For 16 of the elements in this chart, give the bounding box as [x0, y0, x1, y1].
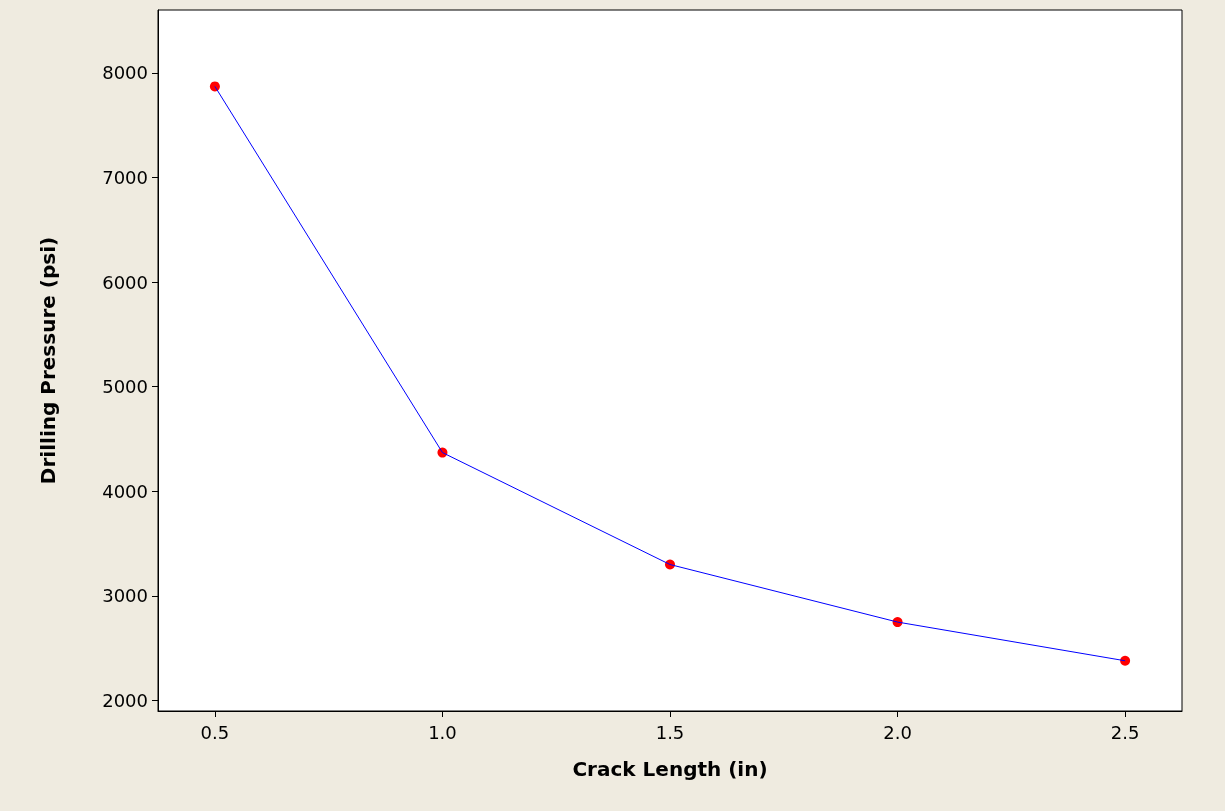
- y-tick-label: 5000: [102, 376, 148, 398]
- point: [209, 81, 220, 92]
- x-tick-label: 2.5: [1110, 721, 1140, 743]
- x-tick-label: 1.0: [428, 721, 457, 743]
- y-axis-title: Drilling Pressure (psi): [36, 236, 60, 485]
- y-tick-label: 4000: [102, 480, 148, 502]
- x-tick-label: 1.5: [655, 721, 685, 743]
- y-tick-label: 7000: [102, 166, 148, 188]
- y-tick-label: 3000: [102, 585, 148, 607]
- y-tick-label: 2000: [102, 690, 148, 712]
- y-tick-label: 6000: [102, 271, 148, 293]
- x-tick-label: 2.0: [883, 721, 912, 743]
- x-tick-label: 0.5: [200, 721, 230, 743]
- x-axis-title: Crack Length (in): [572, 757, 768, 781]
- y-tick-label: 8000: [102, 62, 148, 84]
- point: [1120, 655, 1131, 666]
